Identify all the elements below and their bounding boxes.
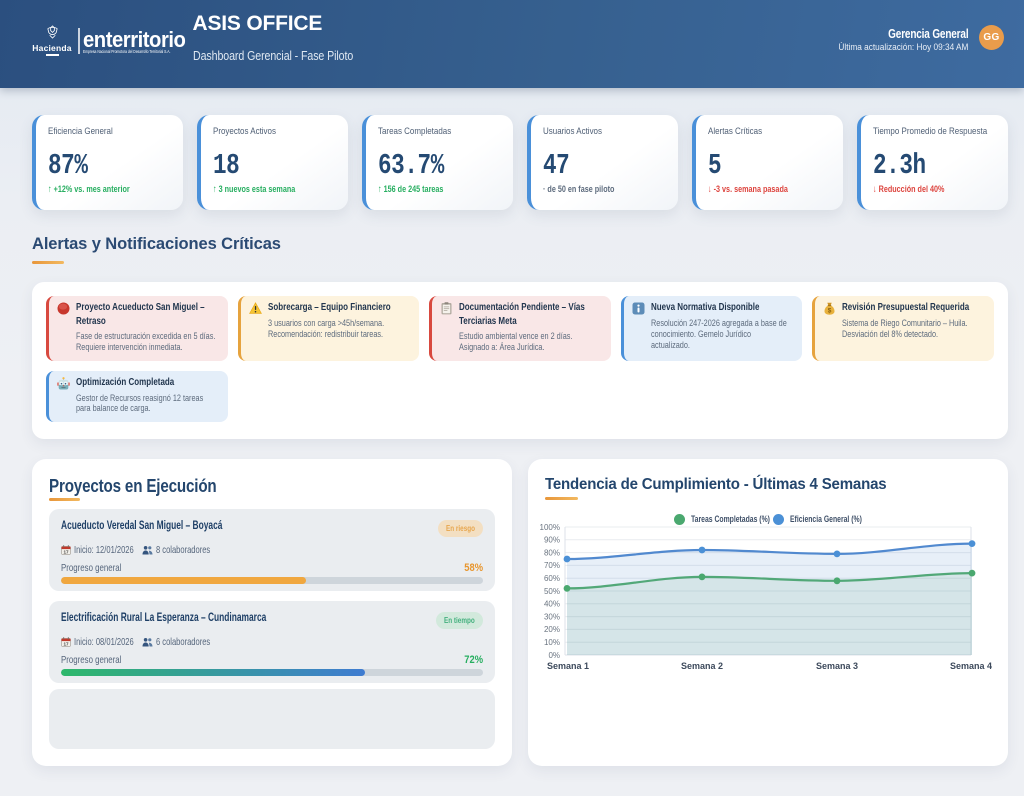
svg-text:17: 17	[63, 642, 69, 647]
svg-text:Semana 4: Semana 4	[950, 661, 992, 671]
svg-text:0%: 0%	[548, 651, 560, 660]
svg-text:100%: 100%	[540, 523, 560, 532]
svg-text:30%: 30%	[544, 613, 560, 622]
svg-text:40%: 40%	[544, 600, 560, 609]
svg-text:17: 17	[63, 550, 69, 555]
svg-text:Semana 3: Semana 3	[816, 661, 858, 671]
svg-text:80%: 80%	[544, 549, 560, 558]
svg-text:Semana 2: Semana 2	[681, 661, 723, 671]
svg-text:60%: 60%	[544, 574, 560, 583]
svg-text:$: $	[828, 308, 832, 315]
svg-text:70%: 70%	[544, 561, 560, 570]
svg-text:10%: 10%	[544, 638, 560, 647]
svg-text:20%: 20%	[544, 625, 560, 634]
svg-text:90%: 90%	[544, 536, 560, 545]
svg-text:Semana 1: Semana 1	[547, 661, 589, 671]
svg-text:50%: 50%	[544, 587, 560, 596]
